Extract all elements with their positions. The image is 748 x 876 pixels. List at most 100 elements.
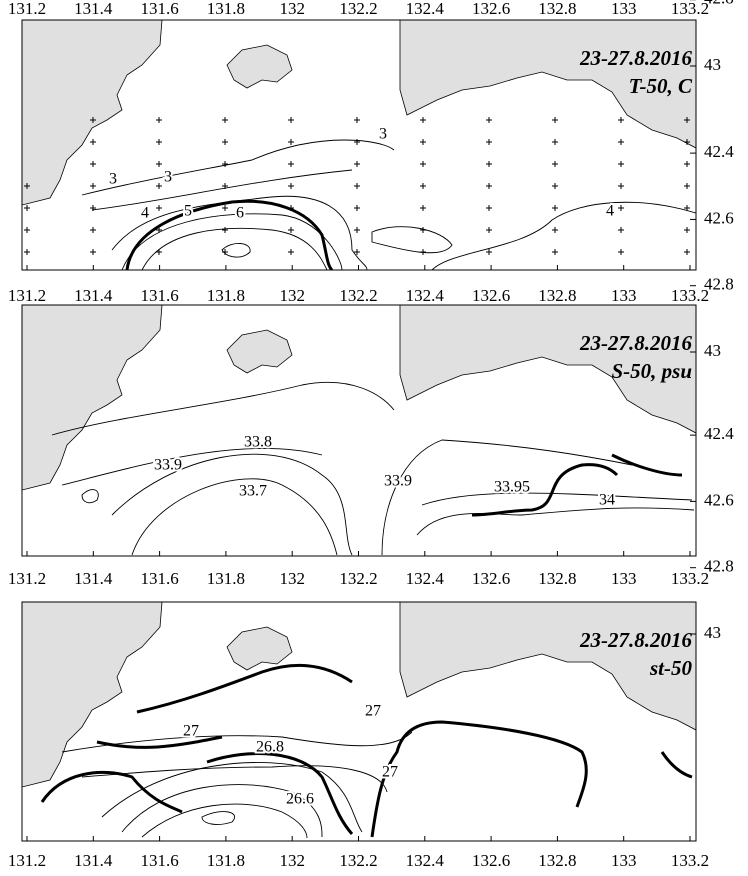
x-tick-label: 133: [611, 851, 637, 870]
station: [486, 205, 492, 211]
station: [156, 139, 162, 145]
station: [618, 139, 624, 145]
station: [552, 249, 558, 255]
station: [288, 205, 294, 211]
station: [156, 183, 162, 189]
panel-title: 23-27.8.2016: [579, 628, 692, 652]
x-tick-label: 133.2: [671, 851, 709, 870]
x-tick-label: 131.6: [140, 0, 178, 18]
station: [90, 161, 96, 167]
x-tick-label: 131.6: [140, 569, 178, 588]
contour-line: [81, 139, 395, 196]
x-tick-label: 132.4: [406, 0, 445, 18]
contour-line-bold: [96, 735, 223, 749]
x-tick-label: 131.2: [8, 286, 46, 305]
x-tick-label: 132: [279, 0, 305, 18]
station: [618, 161, 624, 167]
x-tick-label: 132.6: [472, 851, 510, 870]
x-tick-label: 132: [279, 286, 305, 305]
x-tick-label: 131.2: [8, 569, 46, 588]
contour-line: [111, 453, 353, 556]
contour-label: 3: [109, 171, 117, 188]
station: [156, 227, 162, 233]
contour-line: [416, 507, 695, 536]
contour-line: [121, 213, 343, 270]
contour-label: 26.8: [256, 739, 284, 756]
contour-line: [101, 762, 363, 833]
island: [226, 44, 293, 89]
station: [486, 117, 492, 123]
station: [684, 183, 690, 189]
y-tick-label: 42.8: [704, 275, 734, 294]
station: [156, 205, 162, 211]
station: [552, 161, 558, 167]
contour-line: [381, 439, 633, 556]
x-tick-label: 131.4: [74, 569, 113, 588]
station: [354, 161, 360, 167]
station: [618, 205, 624, 211]
station: [552, 205, 558, 211]
map-panel: [21, 19, 697, 271]
x-tick-label: 131.8: [207, 0, 245, 18]
x-tick-label: 131.6: [140, 286, 178, 305]
land: [399, 305, 696, 434]
x-tick-label: 131.6: [140, 851, 178, 870]
station: [618, 117, 624, 123]
y-tick-label: 42.8: [704, 0, 734, 8]
station: [288, 139, 294, 145]
x-tick-label: 132.6: [472, 0, 510, 18]
station: [684, 205, 690, 211]
station: [354, 205, 360, 211]
station: [684, 227, 690, 233]
station: [420, 205, 426, 211]
contour-label: 4: [141, 205, 149, 222]
station: [156, 161, 162, 167]
station: [486, 183, 492, 189]
panel-title: st-50: [649, 656, 693, 680]
panel-title: T-50, C: [629, 74, 693, 98]
x-tick-label: 133.2: [671, 569, 709, 588]
station: [618, 227, 624, 233]
contour-line: [81, 765, 388, 793]
station: [90, 183, 96, 189]
x-tick-label: 131.8: [207, 851, 245, 870]
station: [222, 117, 228, 123]
station: [420, 227, 426, 233]
x-tick-label: 132.8: [538, 851, 576, 870]
contour-line: [371, 226, 453, 254]
panel-title: 23-27.8.2016: [579, 46, 692, 70]
station: [90, 205, 96, 211]
station: [684, 139, 690, 145]
station: [552, 117, 558, 123]
land: [399, 602, 696, 731]
station: [222, 227, 228, 233]
y-tick-label: 42.6: [704, 208, 734, 227]
x-tick-label: 132.2: [339, 286, 377, 305]
x-tick-label: 133: [611, 0, 637, 18]
station: [354, 249, 360, 255]
station: [24, 205, 30, 211]
x-tick-label: 133: [611, 569, 637, 588]
x-tick-label: 132: [279, 851, 305, 870]
x-tick-label: 132.8: [538, 0, 576, 18]
land: [22, 20, 163, 206]
contour-line: [51, 381, 395, 436]
map-content: [22, 305, 696, 556]
station: [156, 117, 162, 123]
station: [90, 139, 96, 145]
contour-line: [121, 784, 323, 838]
station: [420, 249, 426, 255]
x-tick-label: 131.8: [207, 569, 245, 588]
land: [22, 305, 163, 491]
y-tick-label: 42.4: [704, 142, 734, 161]
contour-label: 27: [382, 764, 398, 781]
station: [486, 139, 492, 145]
x-tick-label: 131.2: [8, 851, 46, 870]
station: [90, 249, 96, 255]
station: [420, 117, 426, 123]
map-panel: [21, 601, 697, 842]
map-content: [22, 602, 696, 839]
station: [288, 161, 294, 167]
x-tick-label: 132.6: [472, 286, 510, 305]
